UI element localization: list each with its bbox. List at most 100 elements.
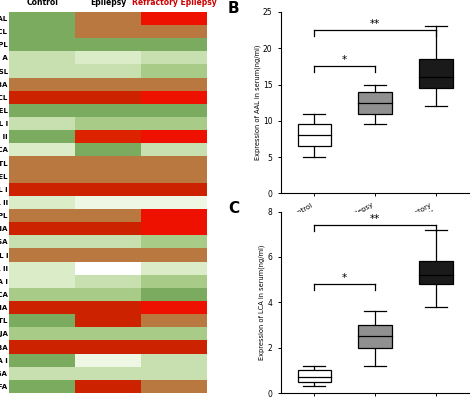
Bar: [75, 51, 141, 64]
Bar: [141, 341, 208, 354]
Bar: [9, 170, 75, 183]
Bar: [298, 124, 331, 146]
Bar: [141, 222, 208, 235]
Bar: [141, 249, 208, 262]
Bar: [75, 380, 141, 393]
Bar: [9, 104, 75, 117]
Bar: [419, 59, 453, 88]
Bar: [9, 12, 75, 25]
Bar: [141, 51, 208, 64]
Bar: [141, 143, 208, 156]
Bar: [75, 314, 141, 327]
Bar: [9, 222, 75, 235]
Text: *: *: [342, 56, 347, 66]
Bar: [75, 301, 141, 314]
Bar: [9, 327, 75, 341]
Bar: [75, 156, 141, 170]
Bar: [9, 78, 75, 91]
Bar: [141, 314, 208, 327]
Bar: [141, 91, 208, 104]
Bar: [141, 209, 208, 222]
Bar: [141, 156, 208, 170]
Bar: [9, 288, 75, 301]
Bar: [75, 341, 141, 354]
Bar: [141, 288, 208, 301]
Y-axis label: Expression of LCA in serum(ng/ml): Expression of LCA in serum(ng/ml): [259, 245, 265, 360]
Bar: [75, 170, 141, 183]
Y-axis label: Expression of AAL in serum(ng/ml): Expression of AAL in serum(ng/ml): [254, 45, 261, 160]
Bar: [75, 327, 141, 341]
Bar: [75, 275, 141, 288]
Bar: [141, 64, 208, 78]
Bar: [358, 325, 392, 348]
Text: **: **: [370, 214, 380, 224]
Bar: [141, 170, 208, 183]
Bar: [141, 130, 208, 143]
Bar: [141, 196, 208, 209]
Bar: [9, 301, 75, 314]
Bar: [141, 354, 208, 367]
Text: Epilepsy: Epilepsy: [91, 0, 127, 7]
Bar: [9, 143, 75, 156]
Text: **: **: [370, 19, 380, 29]
Bar: [75, 354, 141, 367]
Bar: [298, 370, 331, 382]
Bar: [9, 275, 75, 288]
Bar: [75, 235, 141, 249]
Bar: [75, 183, 141, 196]
Bar: [9, 51, 75, 64]
Bar: [141, 183, 208, 196]
Bar: [9, 117, 75, 130]
Bar: [9, 196, 75, 209]
Bar: [141, 380, 208, 393]
Bar: [75, 249, 141, 262]
Bar: [419, 262, 453, 284]
Bar: [141, 38, 208, 51]
Bar: [75, 12, 141, 25]
Text: *: *: [342, 273, 347, 283]
Bar: [75, 117, 141, 130]
Bar: [141, 301, 208, 314]
Bar: [9, 341, 75, 354]
Bar: [9, 183, 75, 196]
Bar: [358, 92, 392, 114]
Bar: [141, 327, 208, 341]
Bar: [9, 64, 75, 78]
Bar: [75, 104, 141, 117]
Bar: [75, 143, 141, 156]
Bar: [141, 104, 208, 117]
Text: Refractory Epilepsy: Refractory Epilepsy: [132, 0, 217, 7]
Text: Control: Control: [27, 0, 58, 7]
Text: C: C: [228, 200, 239, 216]
Bar: [9, 38, 75, 51]
Bar: [9, 380, 75, 393]
Bar: [141, 262, 208, 275]
Bar: [141, 25, 208, 38]
Bar: [141, 78, 208, 91]
Bar: [9, 130, 75, 143]
Bar: [141, 367, 208, 380]
Bar: [9, 235, 75, 249]
Bar: [9, 25, 75, 38]
Bar: [9, 156, 75, 170]
Bar: [9, 91, 75, 104]
Bar: [141, 117, 208, 130]
Bar: [9, 354, 75, 367]
Bar: [9, 314, 75, 327]
Bar: [141, 275, 208, 288]
Bar: [75, 222, 141, 235]
Bar: [75, 288, 141, 301]
Bar: [75, 130, 141, 143]
Bar: [75, 38, 141, 51]
Bar: [75, 25, 141, 38]
Bar: [141, 235, 208, 249]
Bar: [75, 196, 141, 209]
Bar: [141, 12, 208, 25]
Bar: [75, 209, 141, 222]
Bar: [75, 64, 141, 78]
Bar: [75, 262, 141, 275]
Bar: [75, 367, 141, 380]
Bar: [9, 249, 75, 262]
Bar: [9, 262, 75, 275]
Bar: [75, 78, 141, 91]
